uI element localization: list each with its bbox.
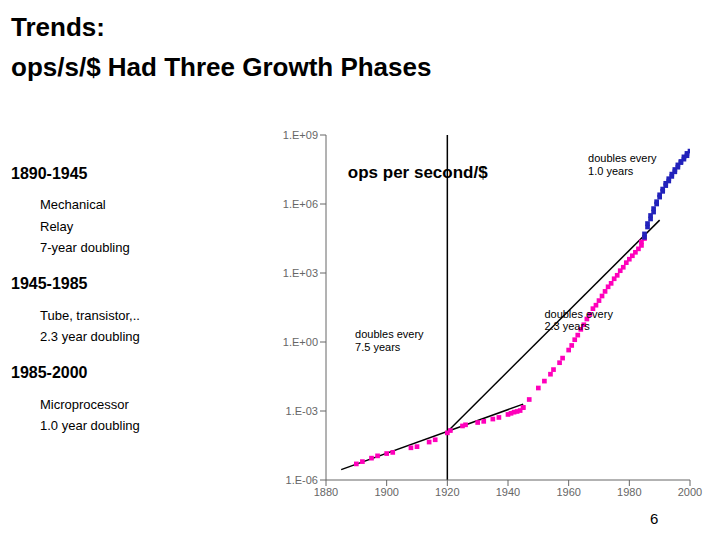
html-text:ops per second/$: ops per second/$ [347,162,488,182]
html-text:1945-1985: 1945-1985 [11,275,88,292]
html-text:doubles every 1.0 years: doubles every 1.0 years [588,152,657,177]
html-text:6: 6 [650,510,659,527]
html-text:Microprocessor: Microprocessor [40,397,129,412]
svg-text:1980: 1980 [617,486,641,498]
svg-text:2000: 2000 [678,486,702,498]
svg-text:1880: 1880 [314,486,338,498]
html-text:1985-2000: 1985-2000 [11,364,88,381]
html-text:ops/s/$ Had Three Growth Phase: ops/s/$ Had Three Growth Phases [11,52,432,82]
svg-text:1.E+03: 1.E+03 [283,267,318,279]
svg-text:1.E+09: 1.E+09 [283,129,318,141]
svg-text:1.E+00: 1.E+00 [283,336,318,348]
html-text:doubles every 7.5 years: doubles every 7.5 years [355,328,424,353]
html-text:Mechanical: Mechanical [40,197,106,212]
svg-text:1940: 1940 [496,486,520,498]
html-text:1890-1945: 1890-1945 [11,165,88,182]
svg-text:1.E-06: 1.E-06 [286,474,318,486]
svg-text:1900: 1900 [374,486,398,498]
svg-text:1960: 1960 [556,486,580,498]
html-text:Tube, transistor,..: Tube, transistor,.. [40,308,140,323]
svg-text:1.E+06: 1.E+06 [283,198,318,210]
html-text:2.3 year doubling: 2.3 year doubling [40,329,140,344]
html-text:1.0 year doubling: 1.0 year doubling [40,418,140,433]
html-text:doubles every 2.3 years: doubles every 2.3 years [544,307,613,333]
html-text:7-year doubling: 7-year doubling [40,240,130,255]
html-text:Relay: Relay [40,219,74,234]
svg-text:1.E-03: 1.E-03 [286,405,318,417]
html-text:Trends:: Trends: [11,12,105,42]
svg-text:1920: 1920 [435,486,459,498]
